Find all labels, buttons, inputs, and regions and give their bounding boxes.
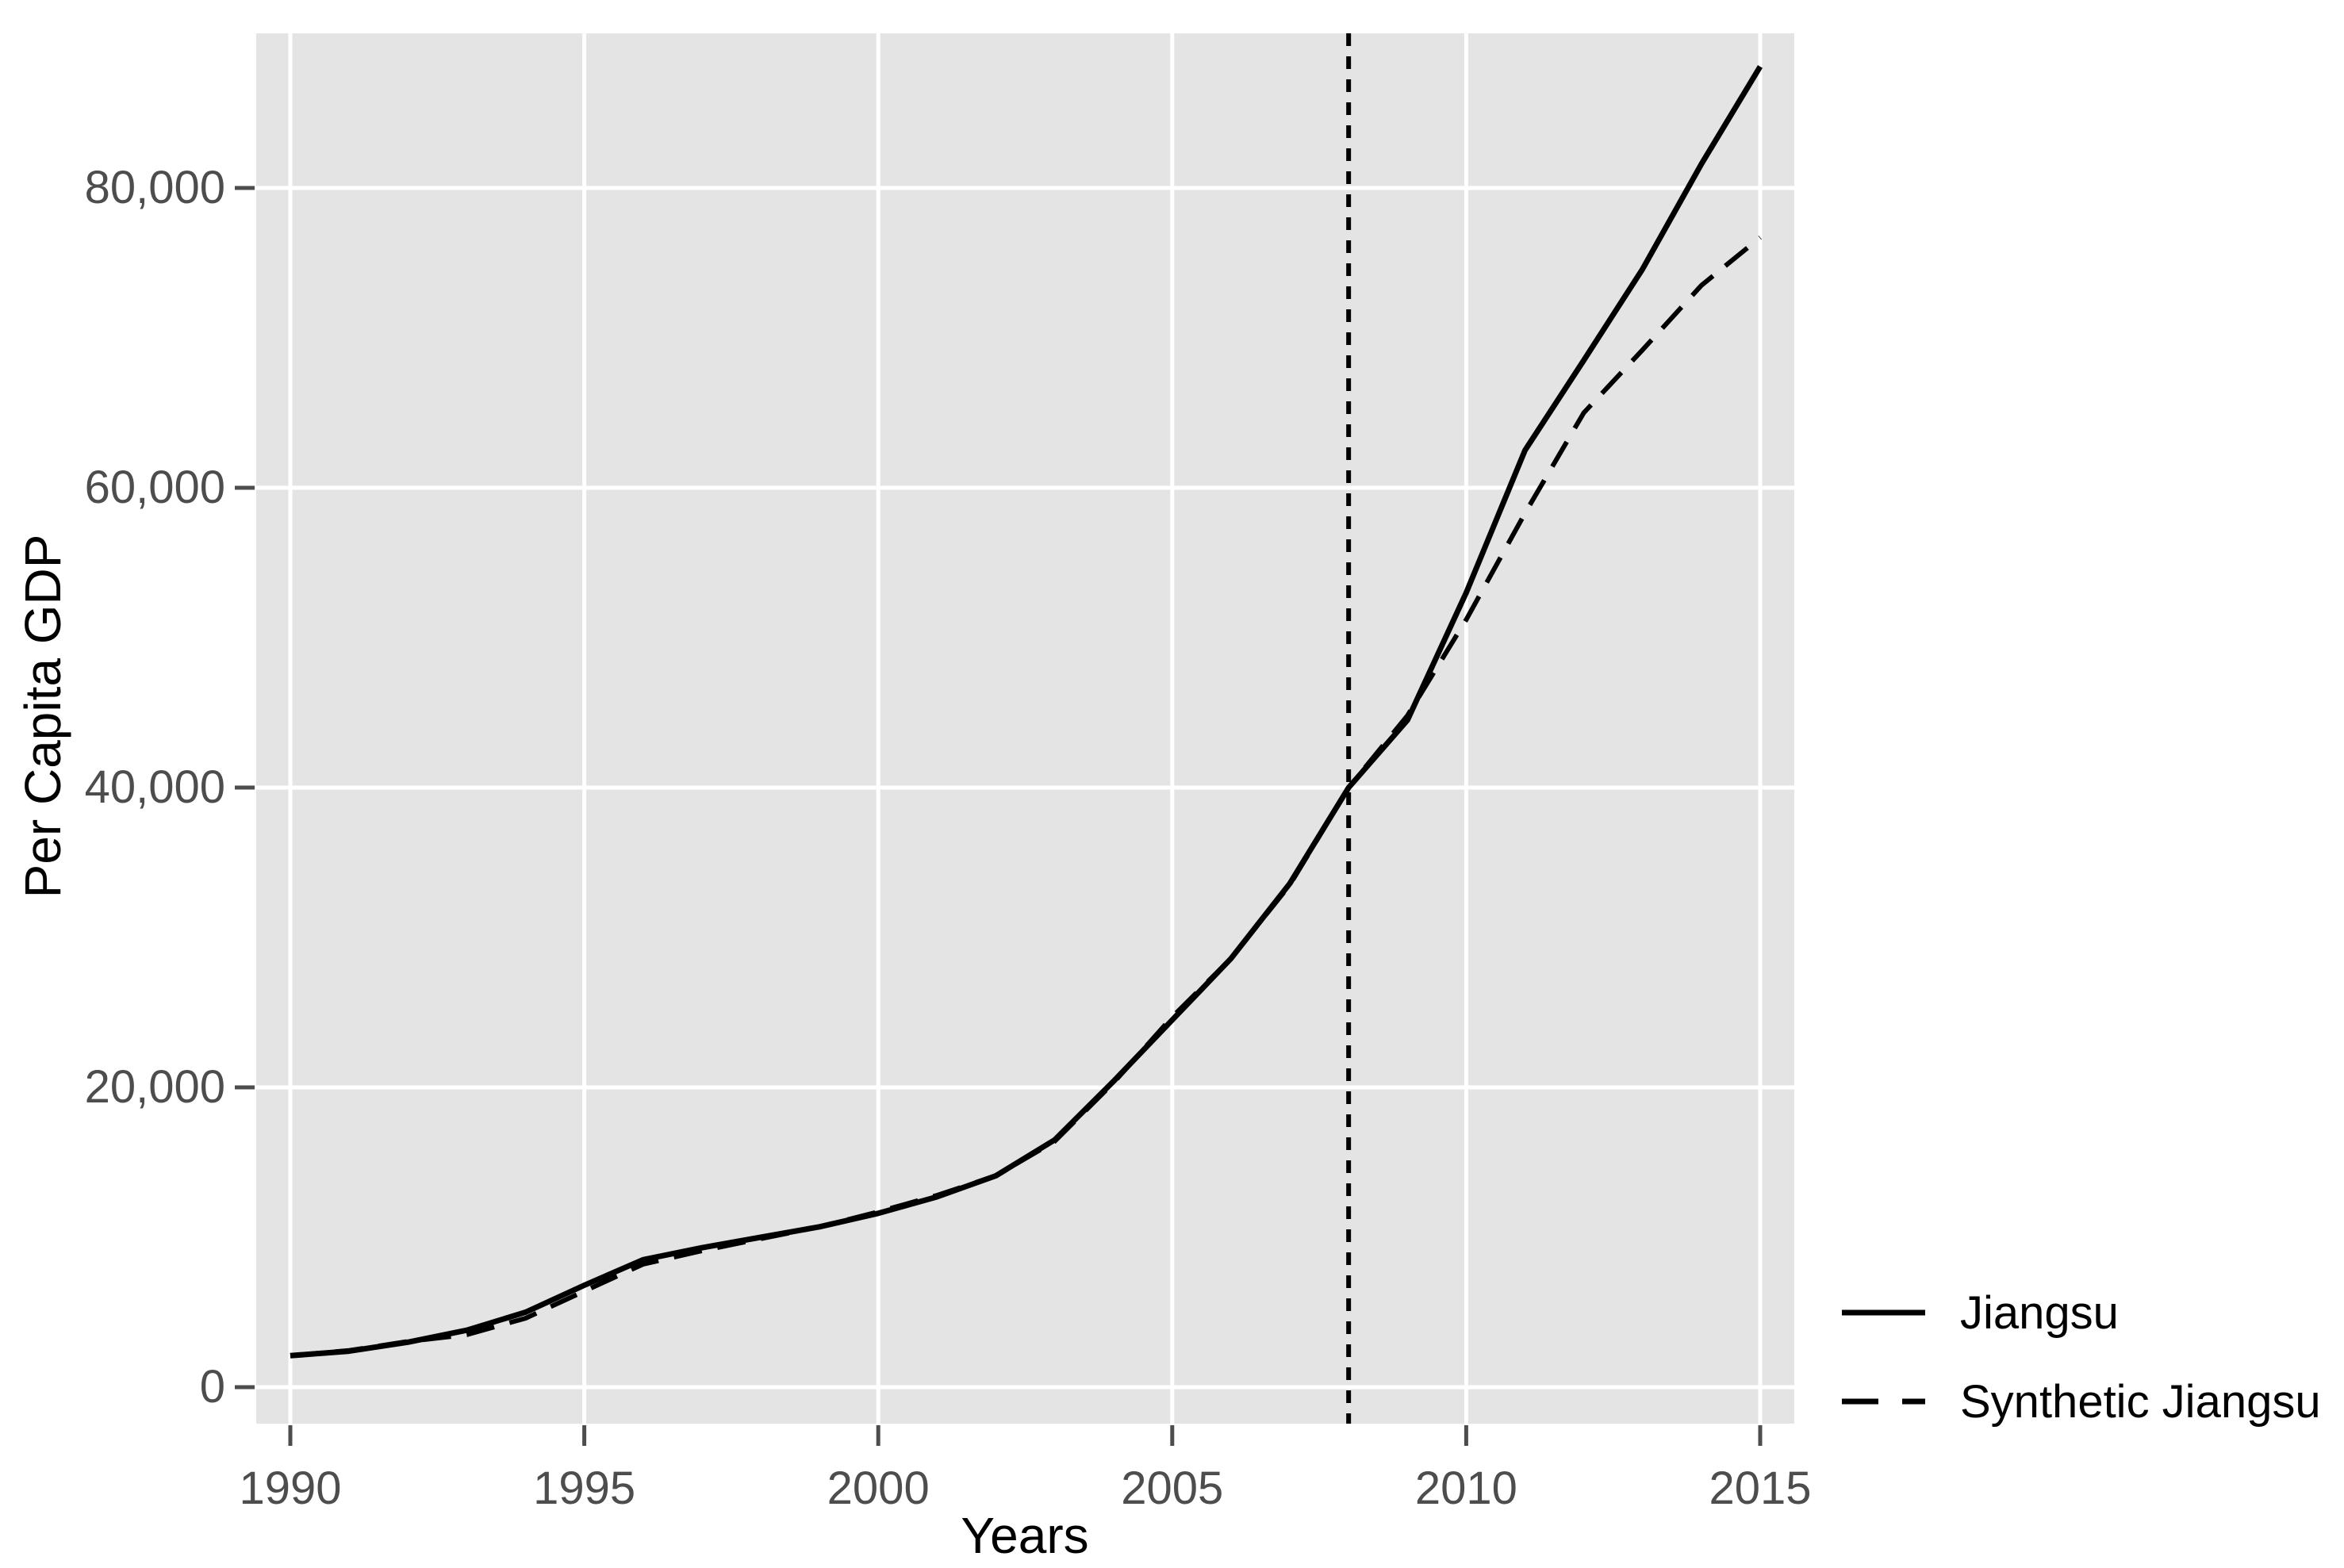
y-tick-label: 20,000 bbox=[84, 1061, 225, 1113]
legend: Jiangsu Synthetic Jiangsu bbox=[1842, 1268, 2321, 1446]
series-line-synthetic-jiangsu bbox=[290, 236, 1762, 1359]
x-tick-label: 1990 bbox=[239, 1463, 342, 1514]
x-tick-label: 2005 bbox=[1121, 1463, 1224, 1514]
x-tick-label: 1995 bbox=[533, 1463, 636, 1514]
plot-panel bbox=[256, 33, 1794, 1424]
x-tick-label: 2000 bbox=[827, 1463, 930, 1514]
y-tick-label: 0 bbox=[199, 1361, 225, 1413]
legend-entry-jiangsu: Jiangsu bbox=[1842, 1268, 2321, 1357]
y-tick-label: 40,000 bbox=[84, 761, 225, 813]
y-axis-title: Per Capita GDP bbox=[14, 534, 71, 899]
x-tick-label: 2015 bbox=[1709, 1463, 1812, 1514]
y-tick-label: 80,000 bbox=[84, 162, 225, 213]
legend-label-synthetic-jiangsu: Synthetic Jiangsu bbox=[1960, 1375, 2321, 1428]
dashed-line-key-icon bbox=[1842, 1398, 1925, 1405]
x-tick-label: 2010 bbox=[1414, 1463, 1517, 1514]
x-axis-title: Years bbox=[961, 1507, 1089, 1564]
solid-line-key-icon bbox=[1842, 1309, 1925, 1316]
y-tick-label: 60,000 bbox=[84, 462, 225, 513]
legend-entry-synthetic-jiangsu: Synthetic Jiangsu bbox=[1842, 1357, 2321, 1446]
legend-label-jiangsu: Jiangsu bbox=[1960, 1286, 2119, 1339]
